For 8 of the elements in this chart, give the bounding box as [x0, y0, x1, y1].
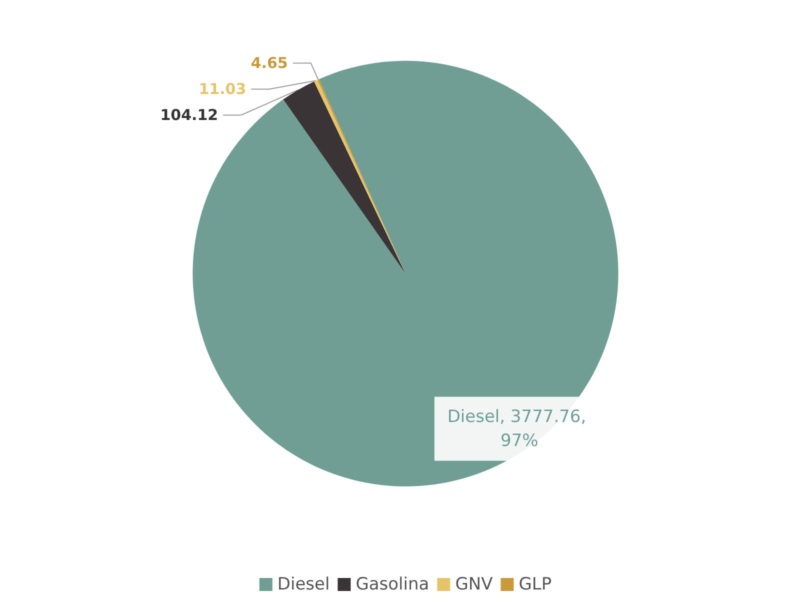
- legend-label: GLP: [518, 574, 552, 594]
- data-label: 11.03: [198, 80, 246, 98]
- legend-label: GNV: [455, 574, 494, 594]
- data-label: 104.12: [160, 106, 218, 124]
- legend-label: Gasolina: [356, 574, 430, 594]
- data-label: Diesel, 3777.76, 97%: [447, 406, 592, 451]
- legend-label: Diesel: [277, 574, 330, 594]
- data-label: 4.65: [250, 54, 288, 72]
